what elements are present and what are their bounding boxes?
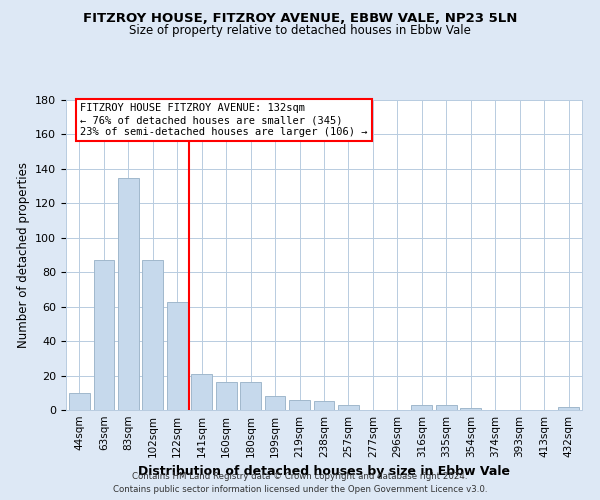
Bar bbox=[289, 400, 310, 410]
Bar bbox=[558, 406, 579, 410]
Bar bbox=[265, 396, 286, 410]
Bar bbox=[69, 393, 90, 410]
Bar bbox=[460, 408, 481, 410]
Text: Size of property relative to detached houses in Ebbw Vale: Size of property relative to detached ho… bbox=[129, 24, 471, 37]
Bar bbox=[167, 302, 188, 410]
Bar bbox=[191, 374, 212, 410]
Bar bbox=[240, 382, 261, 410]
Bar bbox=[142, 260, 163, 410]
Text: FITZROY HOUSE FITZROY AVENUE: 132sqm
← 76% of detached houses are smaller (345)
: FITZROY HOUSE FITZROY AVENUE: 132sqm ← 7… bbox=[80, 104, 367, 136]
Text: Contains HM Land Registry data © Crown copyright and database right 2024.: Contains HM Land Registry data © Crown c… bbox=[132, 472, 468, 481]
Text: FITZROY HOUSE, FITZROY AVENUE, EBBW VALE, NP23 5LN: FITZROY HOUSE, FITZROY AVENUE, EBBW VALE… bbox=[83, 12, 517, 26]
X-axis label: Distribution of detached houses by size in Ebbw Vale: Distribution of detached houses by size … bbox=[138, 466, 510, 478]
Bar bbox=[412, 405, 432, 410]
Bar bbox=[216, 382, 236, 410]
Bar bbox=[338, 405, 359, 410]
Bar bbox=[436, 405, 457, 410]
Bar bbox=[118, 178, 139, 410]
Y-axis label: Number of detached properties: Number of detached properties bbox=[17, 162, 29, 348]
Bar bbox=[314, 402, 334, 410]
Text: Contains public sector information licensed under the Open Government Licence v3: Contains public sector information licen… bbox=[113, 485, 487, 494]
Bar bbox=[94, 260, 114, 410]
